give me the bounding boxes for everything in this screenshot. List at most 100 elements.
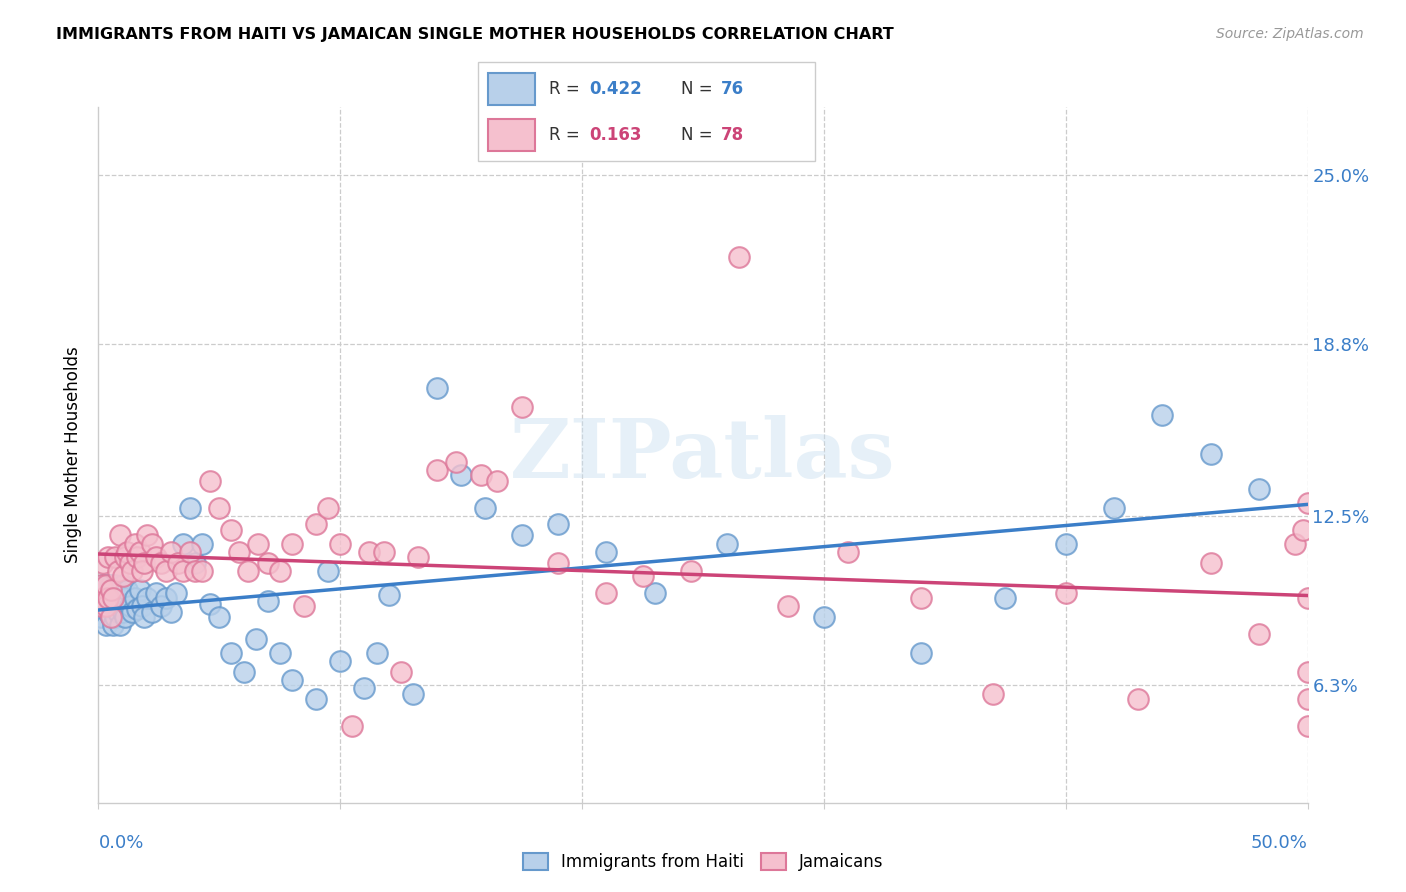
Point: [135, 528, 157, 542]
Point: [117, 597, 139, 611]
Point: [316, 564, 339, 578]
Point: [644, 585, 666, 599]
Point: [353, 681, 375, 696]
Point: [111, 569, 134, 583]
Point: [184, 564, 207, 578]
Point: [813, 610, 835, 624]
Point: [107, 564, 129, 578]
Point: [114, 610, 136, 624]
Point: [728, 250, 751, 264]
Point: [114, 591, 136, 606]
Point: [1152, 409, 1174, 423]
Text: 0.0%: 0.0%: [98, 834, 143, 852]
Point: [342, 719, 364, 733]
Point: [221, 523, 243, 537]
Point: [94, 618, 117, 632]
Point: [155, 564, 177, 578]
Point: [366, 646, 388, 660]
Point: [97, 550, 120, 565]
Point: [124, 536, 146, 550]
Point: [179, 545, 201, 559]
Point: [104, 550, 127, 565]
Legend: Immigrants from Haiti, Jamaicans: Immigrants from Haiti, Jamaicans: [516, 847, 890, 878]
Point: [450, 468, 472, 483]
Point: [631, 569, 654, 583]
Point: [160, 545, 183, 559]
Point: [191, 536, 214, 550]
Point: [165, 585, 187, 599]
Point: [150, 599, 173, 614]
Point: [90, 577, 112, 591]
Point: [91, 577, 114, 591]
Point: [90, 591, 112, 606]
Point: [118, 599, 141, 614]
Point: [208, 501, 231, 516]
Point: [191, 564, 214, 578]
Point: [510, 400, 533, 414]
Point: [101, 582, 124, 597]
Point: [238, 564, 260, 578]
FancyBboxPatch shape: [488, 120, 536, 151]
Text: R =: R =: [548, 80, 585, 98]
Point: [1054, 585, 1077, 599]
Point: [121, 564, 143, 578]
Point: [114, 550, 136, 565]
Point: [90, 599, 112, 614]
Point: [247, 536, 270, 550]
Point: [359, 545, 381, 559]
Point: [269, 564, 291, 578]
FancyBboxPatch shape: [478, 62, 815, 161]
Point: [1249, 482, 1271, 496]
Point: [145, 585, 167, 599]
Text: R =: R =: [548, 126, 585, 144]
Point: [97, 577, 120, 591]
Point: [474, 501, 496, 516]
Point: [373, 545, 395, 559]
Point: [141, 536, 163, 550]
Point: [221, 646, 243, 660]
Point: [1292, 523, 1315, 537]
Point: [1199, 446, 1222, 460]
Point: [1284, 536, 1306, 550]
Point: [281, 673, 304, 687]
Point: [994, 591, 1017, 606]
Point: [281, 536, 304, 550]
Point: [1199, 556, 1222, 570]
Point: [1296, 496, 1319, 510]
Point: [910, 646, 932, 660]
Point: [97, 605, 120, 619]
Point: [100, 577, 122, 591]
Point: [547, 517, 569, 532]
Point: [292, 599, 315, 614]
Point: [256, 594, 278, 608]
Point: [121, 605, 143, 619]
Text: 78: 78: [721, 126, 744, 144]
Point: [1102, 501, 1125, 516]
Point: [256, 556, 278, 570]
Point: [1296, 665, 1319, 679]
Point: [107, 605, 129, 619]
Point: [179, 501, 201, 516]
Point: [131, 564, 153, 578]
Point: [145, 550, 167, 565]
Point: [124, 591, 146, 606]
Point: [155, 591, 177, 606]
Point: [141, 605, 163, 619]
Point: [90, 610, 112, 624]
Point: [111, 605, 134, 619]
Text: 50.0%: 50.0%: [1251, 834, 1308, 852]
Point: [228, 545, 250, 559]
Point: [108, 528, 131, 542]
Point: [172, 564, 194, 578]
Point: [184, 556, 207, 570]
Point: [329, 654, 352, 668]
Point: [100, 610, 122, 624]
Point: [108, 618, 131, 632]
Text: 0.163: 0.163: [589, 126, 643, 144]
Point: [981, 687, 1004, 701]
Point: [91, 591, 114, 606]
Point: [232, 665, 254, 679]
Text: ZIPatlas: ZIPatlas: [510, 415, 896, 495]
Point: [1249, 626, 1271, 640]
Point: [1296, 692, 1319, 706]
